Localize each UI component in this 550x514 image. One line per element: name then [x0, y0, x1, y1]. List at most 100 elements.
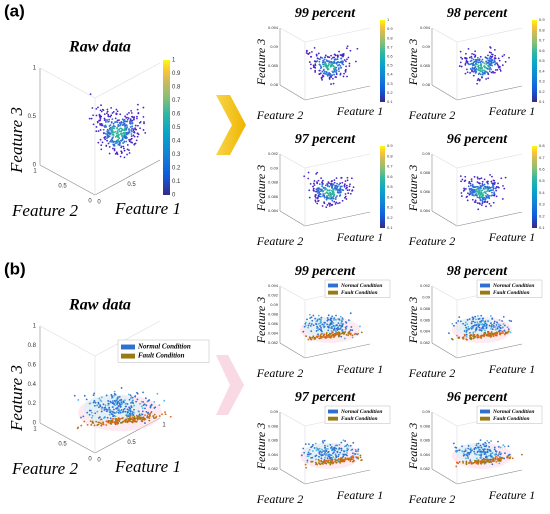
- point: [97, 130, 100, 133]
- point: [351, 334, 354, 337]
- label: 0.086: [268, 321, 279, 326]
- point: [480, 66, 482, 69]
- point: [345, 333, 348, 336]
- point: [469, 71, 472, 74]
- point: [492, 457, 495, 460]
- point: [323, 70, 326, 73]
- point: [348, 65, 351, 67]
- point: [464, 448, 467, 451]
- point: [108, 152, 111, 155]
- point: [95, 126, 98, 128]
- point: [133, 419, 136, 422]
- point: [326, 460, 329, 463]
- point: [118, 137, 121, 140]
- point: [126, 153, 128, 156]
- label: 1: [172, 58, 176, 64]
- point: [480, 60, 483, 63]
- point: [507, 330, 510, 333]
- point: [131, 130, 133, 133]
- point: [478, 58, 481, 61]
- point: [108, 146, 111, 148]
- point: [487, 331, 490, 334]
- point: [482, 448, 485, 451]
- point: [344, 195, 347, 198]
- label: Feature 3: [406, 297, 420, 345]
- point: [327, 64, 329, 67]
- point: [321, 336, 323, 339]
- point: [465, 326, 467, 329]
- point: [340, 449, 343, 452]
- point: [107, 132, 110, 135]
- point: [110, 413, 113, 415]
- point: [488, 441, 490, 444]
- point: [337, 322, 340, 325]
- legend-label: Fault Condition: [493, 290, 530, 296]
- point: [333, 200, 336, 203]
- point: [316, 202, 319, 205]
- point: [341, 317, 344, 320]
- point: [489, 66, 492, 69]
- point: [481, 76, 483, 79]
- point: [459, 175, 462, 178]
- point: [134, 420, 137, 423]
- point: [498, 319, 501, 321]
- point-cloud: [303, 171, 355, 209]
- point: [309, 55, 312, 58]
- point: [123, 156, 126, 159]
- point: [476, 321, 479, 324]
- point: [103, 125, 106, 128]
- point: [315, 196, 317, 199]
- point: [342, 439, 345, 442]
- point: [107, 402, 110, 405]
- point: [474, 446, 477, 449]
- point: [481, 189, 484, 192]
- point: [99, 404, 101, 407]
- point: [89, 93, 92, 95]
- point: [328, 194, 331, 197]
- point: [490, 194, 493, 197]
- label: 99 percent: [295, 6, 356, 21]
- point: [134, 124, 137, 127]
- point: [325, 65, 328, 68]
- point: [117, 123, 120, 126]
- point: [473, 60, 476, 63]
- point: [473, 450, 475, 453]
- point: [331, 327, 333, 330]
- point: [114, 404, 117, 407]
- point: [329, 183, 332, 185]
- point: [136, 418, 139, 421]
- point: [324, 56, 326, 59]
- point: [333, 327, 336, 330]
- point: [331, 315, 333, 318]
- legend-label: Normal Condition: [492, 283, 534, 289]
- axis-line: [431, 411, 458, 427]
- point: [492, 71, 495, 74]
- point: [328, 77, 331, 79]
- point: [503, 187, 506, 190]
- label: 98 percent: [447, 264, 508, 279]
- point: [129, 122, 131, 125]
- point: [315, 463, 317, 466]
- point: [332, 324, 335, 327]
- point: [346, 451, 348, 454]
- label: 0.7: [539, 155, 545, 160]
- point: [504, 60, 507, 63]
- point: [349, 329, 352, 331]
- point: [331, 448, 334, 451]
- point: [332, 322, 335, 324]
- point: [485, 442, 487, 445]
- point: [491, 191, 493, 194]
- point: [359, 325, 361, 328]
- label: 0.1: [387, 225, 393, 230]
- point: [492, 201, 495, 204]
- axis-line: [39, 422, 96, 454]
- point: [127, 417, 130, 420]
- point: [349, 183, 351, 186]
- point: [310, 446, 313, 449]
- point: [321, 440, 324, 443]
- point: [476, 181, 479, 184]
- point: [111, 129, 114, 132]
- point: [473, 335, 476, 338]
- point: [133, 415, 136, 418]
- point: [482, 319, 485, 322]
